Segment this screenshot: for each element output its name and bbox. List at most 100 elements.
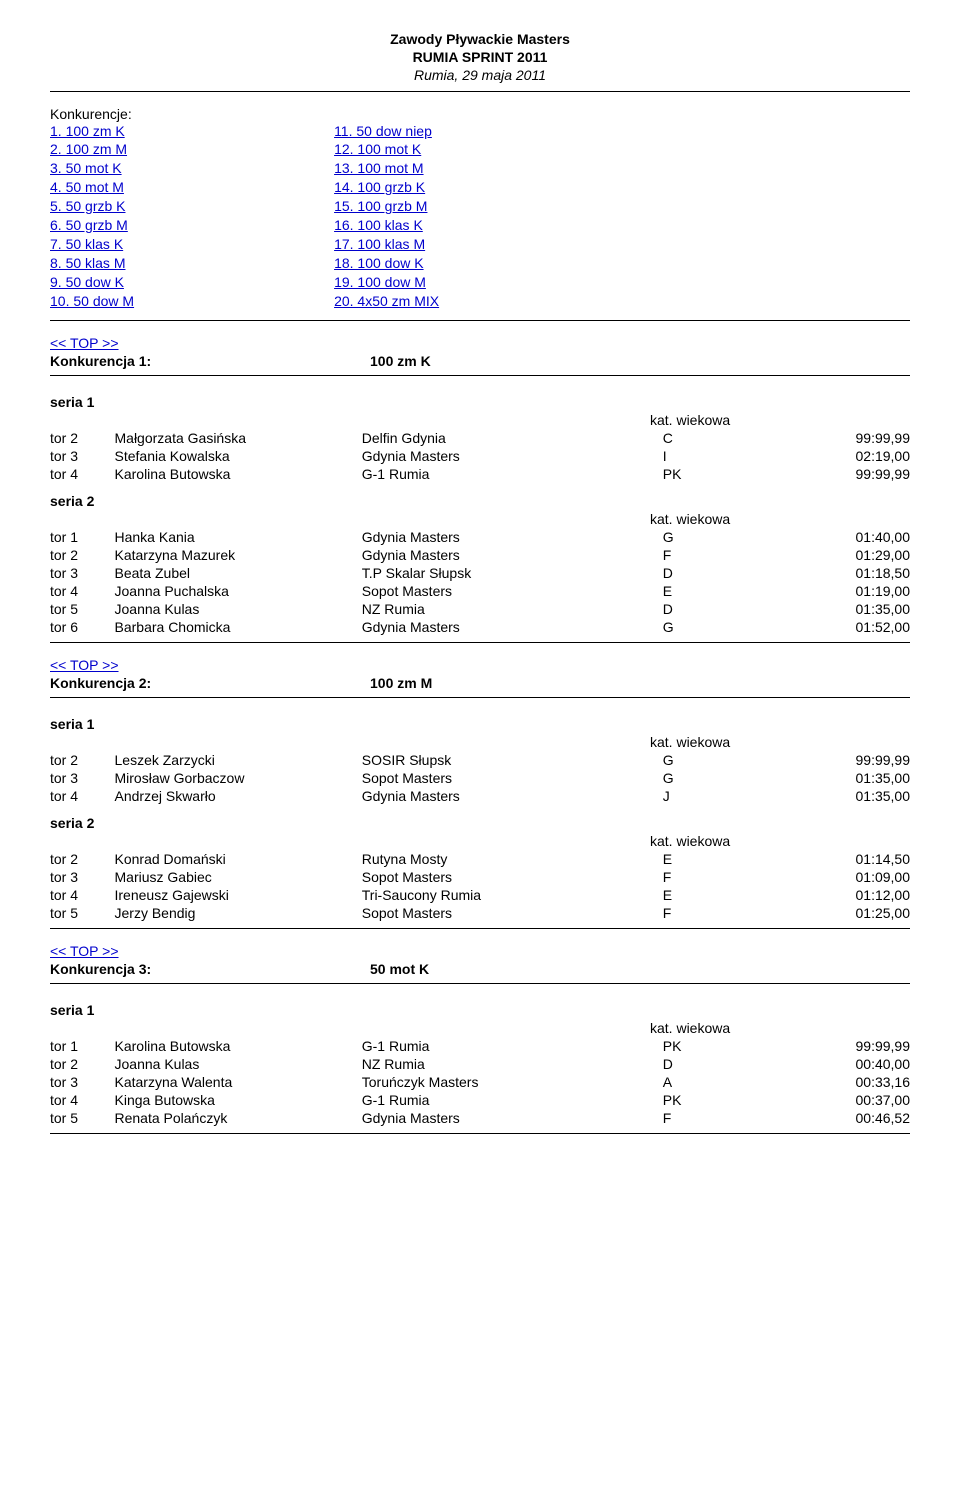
tor-cell: tor 2: [50, 1055, 115, 1073]
divider: [50, 983, 910, 984]
header-line3: Rumia, 29 maja 2011: [50, 66, 910, 84]
time-cell: 00:33,16: [813, 1073, 910, 1091]
name-cell: Leszek Zarzycki: [115, 751, 362, 769]
konkurencje-item[interactable]: 10. 50 dow M: [50, 292, 134, 311]
name-cell: Andrzej Skwarło: [115, 787, 362, 805]
konkurencje-item[interactable]: 14. 100 grzb K: [334, 178, 439, 197]
results-table: tor 2Konrad DomańskiRutyna MostyE01:14,5…: [50, 850, 910, 922]
name-cell: Stefania Kowalska: [115, 447, 362, 465]
table-row: tor 3Mirosław GorbaczowSopot MastersG01:…: [50, 769, 910, 787]
tor-cell: tor 4: [50, 1091, 115, 1109]
konkurencje-item[interactable]: 12. 100 mot K: [334, 140, 439, 159]
konkurencje-item[interactable]: 3. 50 mot K: [50, 159, 134, 178]
tor-cell: tor 3: [50, 1073, 115, 1091]
events-container: << TOP >> Konkurencja 1:100 zm K seria 1 ka…: [50, 335, 910, 1134]
tor-cell: tor 5: [50, 1109, 115, 1127]
kat-cell: PK: [663, 465, 814, 483]
divider: [50, 1133, 910, 1134]
divider: [50, 642, 910, 643]
name-cell: Konrad Domański: [115, 850, 362, 868]
table-row: tor 4Karolina ButowskaG-1 RumiaPK99:99,9…: [50, 465, 910, 483]
name-cell: Beata Zubel: [115, 564, 362, 582]
table-row: tor 2Leszek ZarzyckiSOSIR SłupskG99:99,9…: [50, 751, 910, 769]
header-line2: RUMIA SPRINT 2011: [50, 48, 910, 66]
konkurencje-item[interactable]: 5. 50 grzb K: [50, 197, 134, 216]
divider: [50, 91, 910, 92]
event-title: Konkurencja 1:100 zm K: [50, 353, 910, 369]
top-link[interactable]: << TOP >>: [50, 943, 119, 959]
top-link[interactable]: << TOP >>: [50, 657, 119, 673]
konkurencje-item[interactable]: 11. 50 dow niep: [334, 122, 439, 141]
konkurencje-item[interactable]: 17. 100 klas M: [334, 235, 439, 254]
tor-cell: tor 4: [50, 886, 115, 904]
time-cell: 01:09,00: [813, 868, 910, 886]
club-cell: Sopot Masters: [362, 582, 663, 600]
seria-label: seria 2: [50, 815, 910, 831]
kat-cell: F: [663, 1109, 814, 1127]
divider: [50, 697, 910, 698]
konkurencje-item[interactable]: 18. 100 dow K: [334, 254, 439, 273]
konkurencje-item[interactable]: 9. 50 dow K: [50, 273, 134, 292]
event-title-left: Konkurencja 2:: [50, 675, 200, 691]
club-cell: NZ Rumia: [362, 600, 663, 618]
name-cell: Małgorzata Gasińska: [115, 429, 362, 447]
seria-label: seria 1: [50, 1002, 910, 1018]
kat-cell: G: [663, 528, 814, 546]
tor-cell: tor 4: [50, 787, 115, 805]
kat-wiekowa-label: kat. wiekowa: [650, 412, 910, 428]
event-title-right: 100 zm M: [370, 675, 432, 691]
kat-cell: F: [663, 546, 814, 564]
name-cell: Katarzyna Mazurek: [115, 546, 362, 564]
club-cell: Gdynia Masters: [362, 546, 663, 564]
club-cell: G-1 Rumia: [362, 465, 663, 483]
table-row: tor 3Stefania KowalskaGdynia MastersI02:…: [50, 447, 910, 465]
kat-cell: G: [663, 618, 814, 636]
name-cell: Barbara Chomicka: [115, 618, 362, 636]
event-title-right: 50 mot K: [370, 961, 429, 977]
konkurencje-item[interactable]: 2. 100 zm M: [50, 140, 134, 159]
page-header: Zawody Pływackie Masters RUMIA SPRINT 20…: [50, 30, 910, 85]
divider: [50, 320, 910, 321]
tor-cell: tor 4: [50, 465, 115, 483]
kat-wiekowa-label: kat. wiekowa: [650, 511, 910, 527]
kat-cell: A: [663, 1073, 814, 1091]
table-row: tor 2Małgorzata GasińskaDelfin GdyniaC99…: [50, 429, 910, 447]
club-cell: Sopot Masters: [362, 904, 663, 922]
club-cell: Tri-Saucony Rumia: [362, 886, 663, 904]
tor-cell: tor 2: [50, 850, 115, 868]
konkurencje-item[interactable]: 20. 4x50 zm MIX: [334, 292, 439, 311]
table-row: tor 3Katarzyna WalentaToruńczyk MastersA…: [50, 1073, 910, 1091]
konkurencje-item[interactable]: 6. 50 grzb M: [50, 216, 134, 235]
kat-wiekowa-label: kat. wiekowa: [650, 833, 910, 849]
name-cell: Karolina Butowska: [115, 465, 362, 483]
table-row: tor 2Konrad DomańskiRutyna MostyE01:14,5…: [50, 850, 910, 868]
konkurencje-item[interactable]: 1. 100 zm K: [50, 122, 134, 141]
club-cell: Sopot Masters: [362, 769, 663, 787]
kat-cell: F: [663, 868, 814, 886]
name-cell: Hanka Kania: [115, 528, 362, 546]
table-row: tor 6Barbara ChomickaGdynia MastersG01:5…: [50, 618, 910, 636]
results-table: tor 2Leszek ZarzyckiSOSIR SłupskG99:99,9…: [50, 751, 910, 805]
event-title-right: 100 zm K: [370, 353, 431, 369]
konkurencje-item[interactable]: 19. 100 dow M: [334, 273, 439, 292]
divider: [50, 375, 910, 376]
konkurencje-item[interactable]: 8. 50 klas M: [50, 254, 134, 273]
konkurencje-item[interactable]: 16. 100 klas K: [334, 216, 439, 235]
konkurencje-item[interactable]: 15. 100 grzb M: [334, 197, 439, 216]
konkurencje-item[interactable]: 4. 50 mot M: [50, 178, 134, 197]
top-link[interactable]: << TOP >>: [50, 335, 119, 351]
konkurencje-item[interactable]: 13. 100 mot M: [334, 159, 439, 178]
konkurencje-label: Konkurencje:: [50, 106, 910, 122]
kat-wiekowa-label: kat. wiekowa: [650, 1020, 910, 1036]
konkurencje-item[interactable]: 7. 50 klas K: [50, 235, 134, 254]
seria-label: seria 2: [50, 493, 910, 509]
kat-cell: I: [663, 447, 814, 465]
table-row: tor 5Joanna KulasNZ RumiaD01:35,00: [50, 600, 910, 618]
time-cell: 01:35,00: [813, 787, 910, 805]
tor-cell: tor 3: [50, 769, 115, 787]
time-cell: 01:25,00: [813, 904, 910, 922]
table-row: tor 4Ireneusz GajewskiTri-Saucony RumiaE…: [50, 886, 910, 904]
kat-cell: E: [663, 582, 814, 600]
time-cell: 99:99,99: [813, 429, 910, 447]
table-row: tor 5Jerzy BendigSopot MastersF01:25,00: [50, 904, 910, 922]
